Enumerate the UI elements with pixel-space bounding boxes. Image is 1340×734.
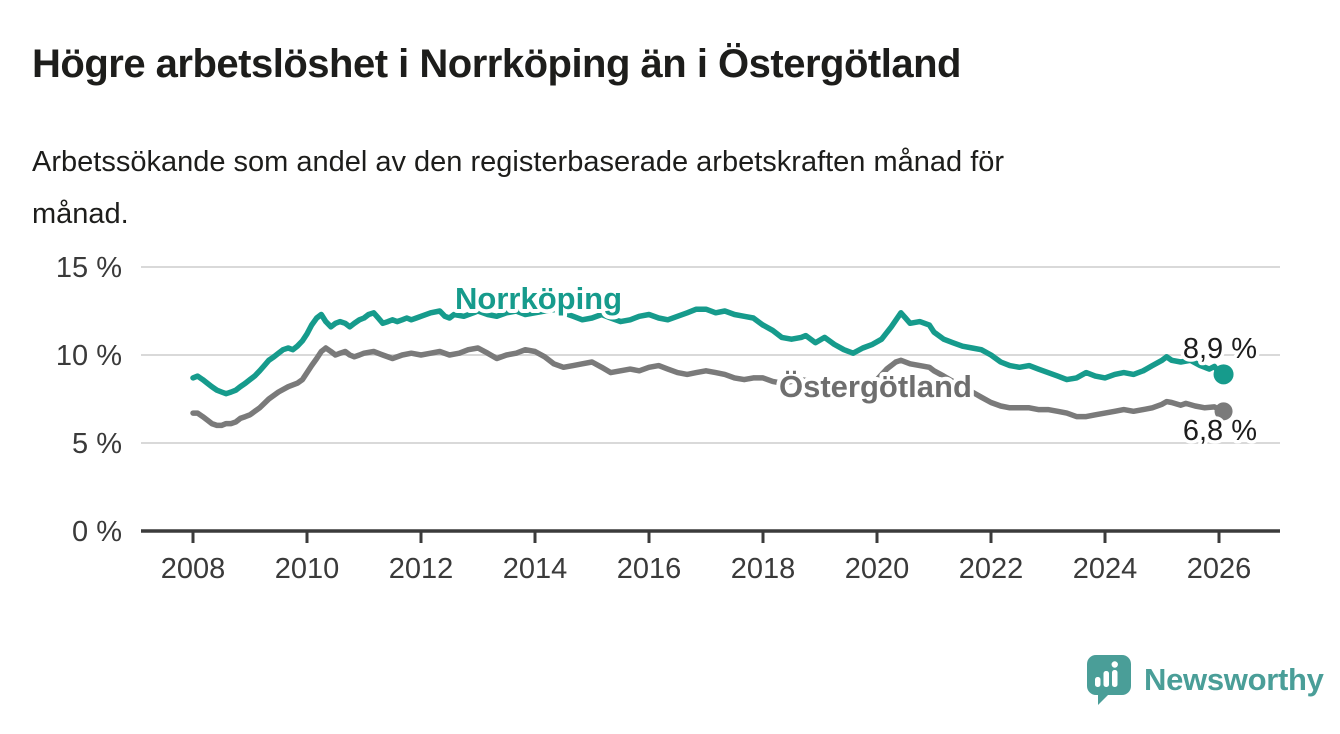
y-tick-label-10: 10 % bbox=[56, 340, 122, 372]
subtitle-line-1: Arbetssökande som andel av den registerb… bbox=[32, 146, 1005, 178]
norrkoping-value-label: 8,9 % bbox=[1183, 333, 1257, 365]
x-tick-label-2012: 2012 bbox=[389, 553, 454, 585]
series-end-dots bbox=[1213, 364, 1234, 421]
y-tick-label-0: 0 % bbox=[72, 516, 122, 548]
subtitle-line-2: månad. bbox=[32, 198, 129, 230]
y-tick-label-5: 5 % bbox=[72, 428, 122, 460]
gridlines bbox=[141, 266, 1280, 444]
y-tick-label-15: 15 % bbox=[56, 252, 122, 284]
x-axis: 2008 2010 2012 2014 2016 2018 2020 2022 2024 2026 bbox=[141, 529, 1280, 585]
norrkoping-series-label: Norrköping bbox=[455, 281, 622, 316]
y-axis-labels: 0 % 5 % 10 % 15 % bbox=[56, 252, 122, 548]
x-tick-label-2022: 2022 bbox=[959, 553, 1024, 585]
x-tick-label-2018: 2018 bbox=[731, 553, 796, 585]
ostergotland-value-label: 6,8 % bbox=[1183, 415, 1257, 447]
series-lines bbox=[190, 306, 1227, 429]
norrkoping-line bbox=[190, 306, 1227, 397]
x-tick-label-2020: 2020 bbox=[845, 553, 910, 585]
x-tick-label-2010: 2010 bbox=[275, 553, 340, 585]
ostergotland-end-dot bbox=[1214, 402, 1233, 421]
x-tick-label-2008: 2008 bbox=[161, 553, 226, 585]
newsworthy-logo: Newsworthy bbox=[1086, 654, 1324, 706]
norrkoping-end-dot bbox=[1213, 364, 1234, 385]
newsworthy-logo-text: Newsworthy bbox=[1144, 662, 1324, 697]
page-title: Högre arbetslöshet i Norrköping än i Öst… bbox=[32, 42, 961, 86]
ostergotland-series-label: Östergötland bbox=[779, 369, 972, 404]
x-tick-label-2016: 2016 bbox=[617, 553, 682, 585]
ostergotland-line bbox=[190, 345, 1227, 429]
x-tick-label-2014: 2014 bbox=[503, 553, 568, 585]
x-tick-label-2024: 2024 bbox=[1073, 553, 1138, 585]
chart-subtitle: Arbetssökande som andel av den registerb… bbox=[32, 136, 1252, 240]
bar-chart-speech-bubble-icon bbox=[1087, 655, 1131, 705]
x-tick-label-2026: 2026 bbox=[1187, 553, 1252, 585]
